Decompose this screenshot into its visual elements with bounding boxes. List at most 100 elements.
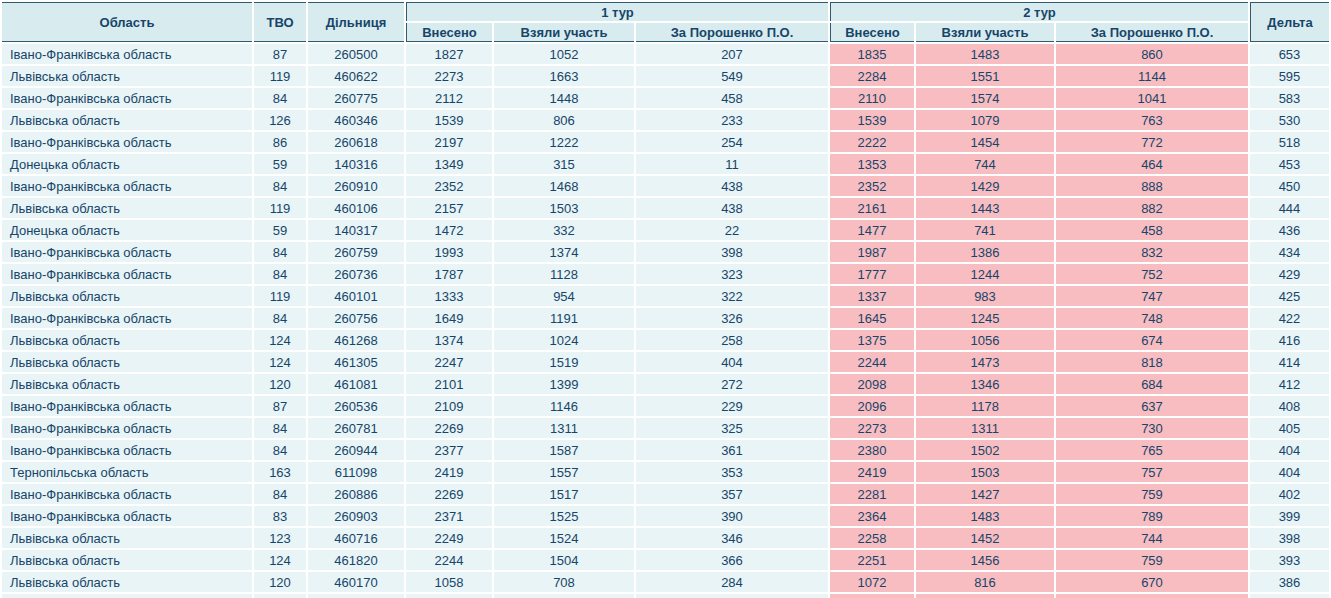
cell-vzialy-uchast-tour1: 1052 <box>494 44 634 64</box>
table-row: Івано-Франківська область872605362109114… <box>2 396 1329 416</box>
table-row: Івано-Франківська область842607812269131… <box>2 418 1329 438</box>
cell-vzialy-uchast-tour1: 1024 <box>494 330 634 350</box>
cell-dilnytsia: 460170 <box>308 572 404 592</box>
cell-delta: 402 <box>1250 484 1329 504</box>
cell-vneseno-tour2: 1987 <box>830 242 914 262</box>
cell-za-poroshenko-tour2: 765 <box>1056 440 1248 460</box>
table-row: Донецька область591403171472332221477741… <box>2 220 1329 240</box>
cell-dilnytsia: 260886 <box>308 484 404 504</box>
cell-dilnytsia: 260944 <box>308 440 404 460</box>
cell-vzialy-uchast-tour2: 1429 <box>916 176 1054 196</box>
cell-vneseno-tour2: 2096 <box>830 396 914 416</box>
cell-za-poroshenko-tour1: 229 <box>636 396 828 416</box>
cell-vneseno-tour1: 2247 <box>406 352 492 372</box>
cell-vneseno-tour1: 1349 <box>406 154 492 174</box>
cell-vzialy-uchast-tour1: 1557 <box>494 462 634 482</box>
cell-tvo: 119 <box>254 66 306 86</box>
table-row: Львівська область12046017010587082841072… <box>2 572 1329 592</box>
cell-dilnytsia: 260781 <box>308 418 404 438</box>
col-header-oblast: Область <box>2 2 252 42</box>
cell-za-poroshenko-tour2: 759 <box>1056 484 1248 504</box>
cell-oblast: Івано-Франківська область <box>2 176 252 196</box>
cell-vzialy-uchast-tour1: 1503 <box>494 198 634 218</box>
cell-za-poroshenko-tour2: 674 <box>1056 330 1248 350</box>
cell-za-poroshenko-tour1: 458 <box>636 88 828 108</box>
cell-vneseno-tour2: 2251 <box>830 550 914 570</box>
cell-tvo: 124 <box>254 330 306 350</box>
cell-dilnytsia: 460101 <box>308 286 404 306</box>
cell-vneseno-tour2: 1337 <box>830 286 914 306</box>
cell-oblast: Львівська область <box>2 330 252 350</box>
cell-vneseno-tour1: 2112 <box>406 88 492 108</box>
cell-dilnytsia: 460346 <box>308 110 404 130</box>
cell-vzialy-uchast-tour2: 1502 <box>916 440 1054 460</box>
cell-za-poroshenko-tour1: 207 <box>636 44 828 64</box>
cell-vneseno-tour1: 2157 <box>406 198 492 218</box>
table-row: Львівська область12046108121011399272209… <box>2 374 1329 394</box>
cell-vzialy-uchast-tour2: 1473 <box>916 352 1054 372</box>
cell-za-poroshenko-tour1: 272 <box>636 374 828 394</box>
cell-vzialy-uchast-tour2: 1452 <box>916 528 1054 548</box>
cell-za-poroshenko-tour1: 22 <box>636 220 828 240</box>
cell-delta: 404 <box>1250 440 1329 460</box>
col-header-dilnytsia: Дільниця <box>308 2 404 42</box>
cell-oblast: Львівська область <box>2 110 252 130</box>
cell-oblast: Івано-Франківська область <box>2 132 252 152</box>
cell-vzialy-uchast-tour2: 1456 <box>916 550 1054 570</box>
cell-vneseno-tour1: 1539 <box>406 110 492 130</box>
results-table: Область ТВО Дільниця 1 тур 2 тур Дельта … <box>0 0 1331 598</box>
cell-za-poroshenko-tour2: 670 <box>1056 572 1248 592</box>
cell-delta: 434 <box>1250 242 1329 262</box>
cell-vneseno-tour1: 2371 <box>406 506 492 526</box>
cell-tvo <box>254 594 306 598</box>
cell-oblast: Івано-Франківська область <box>2 396 252 416</box>
cell-tvo: 84 <box>254 484 306 504</box>
cell-za-poroshenko-tour1: 323 <box>636 264 828 284</box>
cell-za-poroshenko-tour1: 438 <box>636 198 828 218</box>
cell-tvo: 87 <box>254 44 306 64</box>
cell-delta: 399 <box>1250 506 1329 526</box>
cell-vneseno-tour1: 1649 <box>406 308 492 328</box>
cell-vneseno-tour2: 1375 <box>830 330 914 350</box>
cell-vneseno-tour2: 1777 <box>830 264 914 284</box>
cell-delta: 416 <box>1250 330 1329 350</box>
cell-za-poroshenko-tour1: 438 <box>636 176 828 196</box>
cell-vzialy-uchast-tour1 <box>494 594 634 598</box>
table-row: Івано-Франківська область872605001827105… <box>2 44 1329 64</box>
cell-vneseno-tour2: 1539 <box>830 110 914 130</box>
cell-vneseno-tour1: 2352 <box>406 176 492 196</box>
cell-vzialy-uchast-tour2: 1386 <box>916 242 1054 262</box>
cell-dilnytsia <box>308 594 404 598</box>
table-row: Івано-Франківська область842607561649119… <box>2 308 1329 328</box>
cell-vneseno-tour1: 2273 <box>406 66 492 86</box>
cell-za-poroshenko-tour1: 258 <box>636 330 828 350</box>
table-header: Область ТВО Дільниця 1 тур 2 тур Дельта … <box>2 2 1329 42</box>
cell-vneseno-tour1: 1472 <box>406 220 492 240</box>
cell-tvo: 120 <box>254 374 306 394</box>
cell-za-poroshenko-tour1: 353 <box>636 462 828 482</box>
table-row: Івано-Франківська область842607591993137… <box>2 242 1329 262</box>
cell-oblast: Львівська область <box>2 352 252 372</box>
cell-vzialy-uchast-tour1: 1128 <box>494 264 634 284</box>
cell-tvo: 84 <box>254 176 306 196</box>
cell-vzialy-uchast-tour1: 1222 <box>494 132 634 152</box>
cell-za-poroshenko-tour1: 361 <box>636 440 828 460</box>
cell-za-poroshenko-tour1 <box>636 594 828 598</box>
cell-vzialy-uchast-tour2: 1443 <box>916 198 1054 218</box>
cell-delta: 398 <box>1250 528 1329 548</box>
cell-vzialy-uchast-tour2: 1311 <box>916 418 1054 438</box>
cell-vzialy-uchast-tour1: 1587 <box>494 440 634 460</box>
cell-vzialy-uchast-tour1: 1311 <box>494 418 634 438</box>
cell-vneseno-tour2: 2352 <box>830 176 914 196</box>
cell-delta: 412 <box>1250 374 1329 394</box>
cell-vzialy-uchast-tour1: 315 <box>494 154 634 174</box>
cell-delta: 595 <box>1250 66 1329 86</box>
table-row <box>2 594 1329 598</box>
table-body: Івано-Франківська область872605001827105… <box>2 44 1329 598</box>
cell-vneseno-tour1: 1374 <box>406 330 492 350</box>
cell-delta: 404 <box>1250 462 1329 482</box>
cell-za-poroshenko-tour2: 748 <box>1056 308 1248 328</box>
cell-vneseno-tour1: 2244 <box>406 550 492 570</box>
cell-za-poroshenko-tour2: 789 <box>1056 506 1248 526</box>
header-row-groups: Область ТВО Дільниця 1 тур 2 тур Дельта <box>2 2 1329 21</box>
